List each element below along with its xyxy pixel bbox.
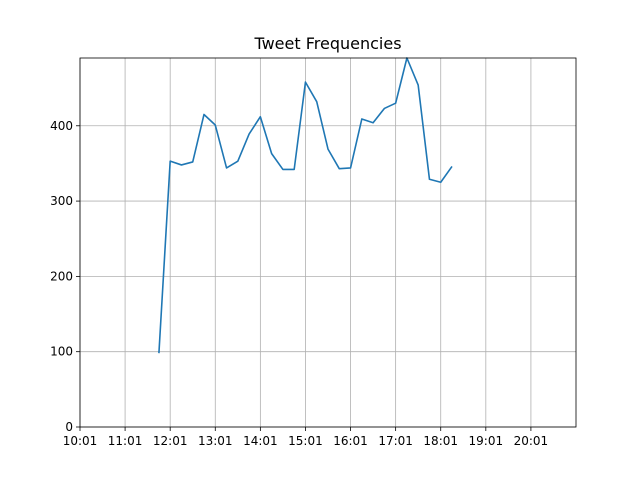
data-point (417, 84, 420, 87)
data-point (338, 167, 341, 170)
data-point (169, 160, 172, 163)
data-point (451, 165, 454, 168)
data-point (383, 107, 386, 110)
x-tick-label: 20:01 (514, 434, 549, 448)
data-point (304, 81, 307, 84)
y-axis: 0 100 200 300 400 (50, 119, 80, 434)
data-point (236, 160, 239, 163)
data-point (394, 102, 397, 105)
data-point (315, 100, 318, 103)
data-point (360, 118, 363, 121)
y-tick-label: 200 (50, 269, 73, 283)
chart-title: Tweet Frequencies (253, 34, 401, 53)
data-point (327, 148, 330, 151)
x-tick-label: 15:01 (288, 434, 323, 448)
x-tick-label: 19:01 (469, 434, 504, 448)
data-point (158, 352, 161, 355)
data-point (372, 121, 375, 124)
x-tick-label: 10:01 (63, 434, 98, 448)
data-point (270, 152, 273, 155)
data-point (191, 161, 194, 164)
y-tick-label: 100 (50, 345, 73, 359)
x-tick-label: 12:01 (153, 434, 188, 448)
series-layer (158, 57, 454, 355)
x-tick-label: 16:01 (333, 434, 368, 448)
grid-lines (79, 58, 576, 428)
data-point (293, 168, 296, 171)
y-tick-label: 300 (50, 194, 73, 208)
x-tick-label: 14:01 (243, 434, 278, 448)
data-point (180, 164, 183, 167)
x-tick-label: 11:01 (108, 434, 143, 448)
y-tick-label: 0 (65, 420, 73, 434)
x-tick-label: 17:01 (378, 434, 413, 448)
data-point (259, 115, 262, 118)
data-point (282, 168, 285, 171)
x-tick-label: 13:01 (198, 434, 233, 448)
data-point (428, 178, 431, 181)
y-tick-label: 400 (50, 119, 73, 133)
data-point (439, 181, 442, 184)
data-point (349, 167, 352, 170)
x-tick-label: 18:01 (423, 434, 458, 448)
plot-frame (79, 57, 577, 428)
data-point (214, 124, 217, 127)
data-point (203, 113, 206, 116)
data-point (248, 133, 251, 136)
series-line (158, 57, 453, 354)
data-point (225, 167, 228, 170)
x-axis: 10:01 11:01 12:01 13:01 14:01 15:01 16:01 17:01… (63, 427, 549, 448)
